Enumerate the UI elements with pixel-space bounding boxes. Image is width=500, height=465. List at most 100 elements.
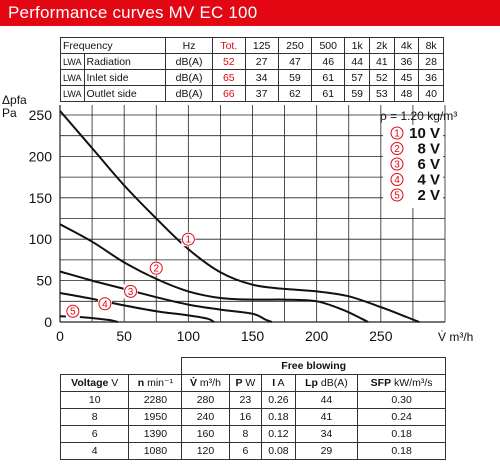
legend-marker-circle [390,157,404,171]
column-header: I A [261,374,296,392]
legend-marker-number: 4 [394,175,400,186]
lwa-symbol: LWA [60,85,85,102]
table-cell: 16 [228,408,263,426]
marker-circle [124,284,138,298]
row-unit: dB(A) [165,85,214,102]
curve-marker-5: 5 [65,304,80,319]
legend-marker-number: 5 [394,191,400,202]
y-tick-label: 200 [29,148,53,164]
table-cell: 0.18 [261,408,296,426]
row-label: Inlet side [83,69,167,86]
x-tick-label: 50 [116,328,132,344]
x-tick-label: 100 [177,328,201,344]
frequency-table: Frequency Hz Tot. 125 250 500 1k 2k 4k 8… [59,37,444,102]
table-cell: 120 [181,442,230,460]
table-cell: 0.08 [261,442,296,460]
marker-circle [149,261,163,275]
marker-bg [65,304,80,319]
x-tick-label: 250 [369,328,393,344]
y-tick-label: 50 [36,273,52,289]
table-row: 10 2280 280 23 0.26 44 0.30 [59,391,446,409]
marker-circle [181,232,195,246]
marker-bg [123,284,138,299]
series-line-4 [59,292,215,323]
y-tick-label: 150 [29,190,53,206]
legend-marker-circle [390,142,404,155]
curve-marker-1: 1 [181,232,196,247]
legend-marker-number: 1 [394,129,400,140]
curve-marker-2: 2 [149,261,164,276]
legend-label: 2 V [417,187,440,204]
marker-circle [66,304,80,318]
series-line-3 [59,270,273,323]
legend-marker-circle [390,188,404,202]
table-cell: 0.18 [357,442,446,460]
series-line-1 [59,110,420,323]
table-cell: 160 [181,425,230,443]
column-header: n min⁻¹ [128,374,183,392]
y-tick-label: 250 [29,107,53,123]
group-header-row: Free blowing [60,357,446,375]
legend-marker-circle [390,126,404,140]
marker-number: 1 [186,235,192,246]
table-cell: 1950 [128,408,183,426]
band-value: 61 [311,85,346,102]
marker-bg [181,232,196,247]
row-label: Radiation [83,53,167,70]
table-cell: 0.26 [261,391,296,409]
table-row: 8 1950 240 16 0.18 41 0.24 [59,408,446,426]
title-bar: Performance curves MV EC 100 [0,0,500,26]
column-header: P W [228,374,263,392]
table-row: 4 1080 120 6 0.08 29 0.18 [59,442,446,460]
frequency-row: LWA Outlet side dB(A) 66 37 62 61 59 53 48 40 [60,85,444,102]
frequency-row: LWA Radiation dB(A) 52 27 47 46 44 41 36 28 [60,53,444,70]
chart-ticks: 0 50 100 150 200 250 0 50 100 150 200 250 [29,107,393,344]
legend-marker-circle [390,173,404,186]
marker-bg [149,261,164,276]
table-cell: 0.30 [357,391,446,409]
table-cell: 6 [59,425,130,443]
chart-grid [59,105,446,323]
table-cell: 34 [294,425,359,443]
table-cell: 23 [228,391,263,409]
legend-label: 8 V [417,141,440,158]
frequency-header-row: Frequency Hz Tot. 125 250 500 1k 2k 4k 8… [59,37,444,54]
band-value: 40 [418,85,444,102]
row-total: 66 [212,85,246,102]
curve-marker-4: 4 [97,296,112,311]
curve-markers: 1 2 3 4 5 [65,232,196,319]
legend-label: 4 V [417,172,440,189]
density-note: ρ = 1.20 kg/m³ [380,109,457,123]
table-cell: 10 [59,391,130,409]
performance-chart: 0 50 100 150 200 250 0 50 100 150 200 250 Δpfa Pa V… [2,93,473,344]
x-tick-label: 0 [56,328,64,344]
table-cell: 29 [294,442,359,460]
legend-marker-number: 3 [394,160,400,171]
column-header: SFP kW/m³/s [357,374,446,392]
column-header: Lp dB(A) [294,374,359,392]
band-value: 36 [418,69,444,86]
marker-number: 3 [128,287,134,298]
table-cell: 1390 [128,425,183,443]
legend-bg [383,125,443,208]
y-tick-label: 0 [44,314,52,330]
y-axis-unit: Pa [2,106,17,120]
table-cell: 6 [228,442,263,460]
table-cell: 4 [59,442,130,460]
column-header: Voltage V [59,374,130,392]
band-value: 62 [277,85,313,102]
table-cell: 8 [59,408,130,426]
legend-label: 10 V [409,125,440,142]
marker-circle [98,297,112,311]
table-cell: 280 [181,391,230,409]
table-cell: 41 [294,408,359,426]
frequency-row: LWA Inlet side dB(A) 65 34 59 61 57 52 45 36 [60,69,444,86]
legend-marker-number: 2 [394,144,400,155]
marker-number: 2 [153,264,159,275]
table-cell: 0.24 [357,408,446,426]
curve-marker-3: 3 [123,284,138,299]
y-tick-label: 100 [29,231,53,247]
row-label: Outlet side [83,85,167,102]
